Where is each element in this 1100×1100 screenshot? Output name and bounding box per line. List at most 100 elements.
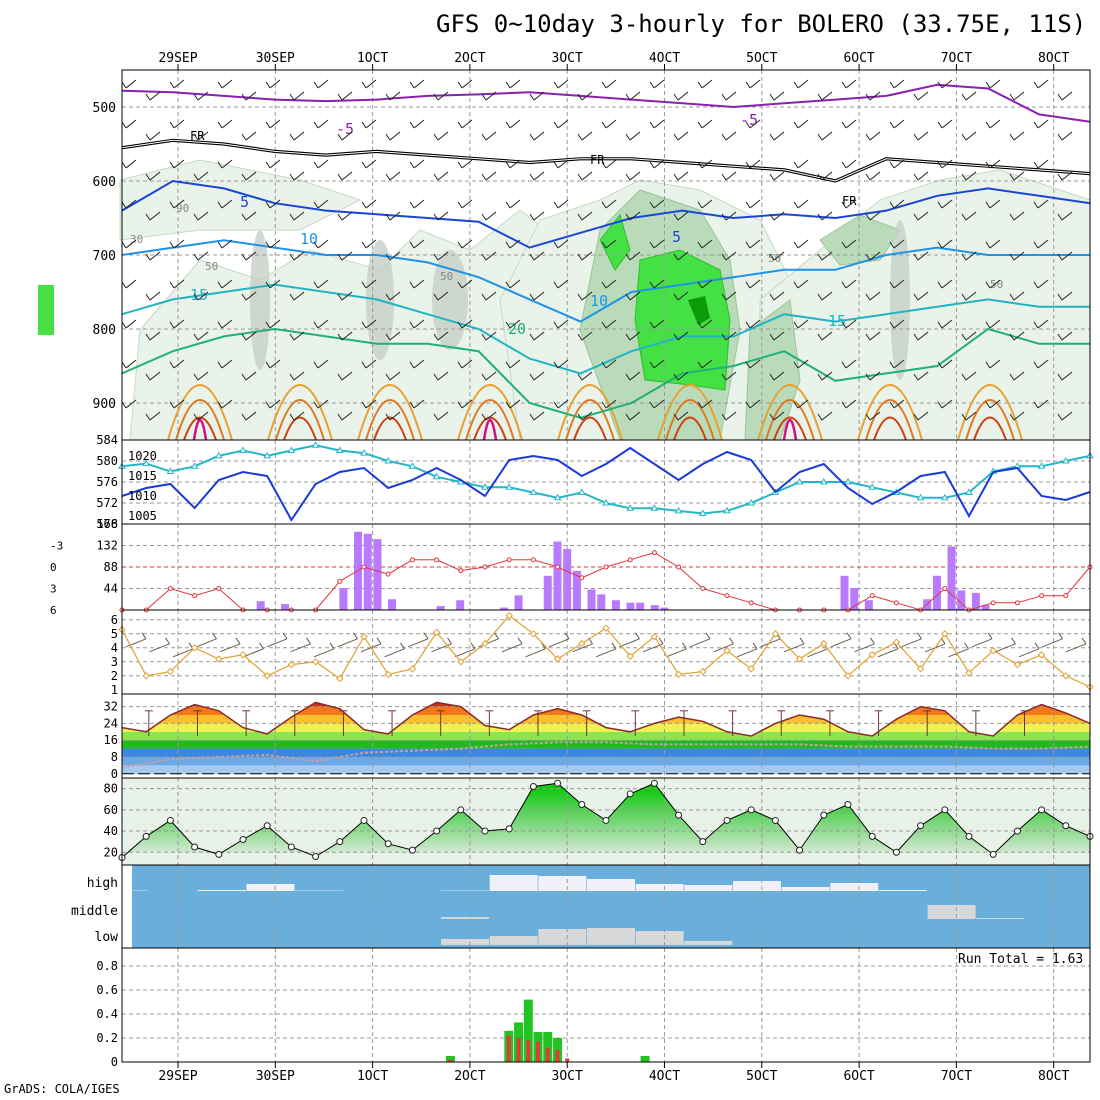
wind-barb <box>725 331 737 341</box>
wind-barb-flag <box>985 361 991 369</box>
thickness-point-marker <box>553 493 562 501</box>
cape-bar <box>660 607 669 610</box>
wind-barb-flag <box>817 413 823 421</box>
wind-barb <box>725 371 737 381</box>
wind-barb-flag <box>385 413 391 421</box>
wind-barb-flag <box>241 133 247 141</box>
wind-barb <box>869 211 881 221</box>
wind-barb-flag <box>169 81 175 89</box>
cape-bar <box>981 605 990 610</box>
wind-barb <box>581 211 593 221</box>
wind-barb-flag <box>505 241 511 249</box>
rh-point <box>650 779 658 787</box>
wind-barb-flag <box>529 413 535 421</box>
wind-barb <box>149 251 161 261</box>
wind-barb <box>965 131 977 141</box>
wind-barb-flag <box>649 281 655 289</box>
wind-barb <box>1061 291 1073 301</box>
wind-barb-flag <box>985 161 991 169</box>
wind-barb-flag <box>625 293 631 301</box>
wind-barb-flag <box>505 81 511 89</box>
wind-barb <box>125 399 137 409</box>
wind-barb <box>1037 199 1049 209</box>
cape-bar <box>339 588 348 610</box>
wind-barb-flag <box>697 121 703 129</box>
temperature-contour-line <box>121 239 1090 323</box>
wind-barb <box>384 648 405 658</box>
wind-barb <box>173 359 185 369</box>
wind-barb-flag <box>289 413 295 421</box>
wind-barb <box>245 211 257 221</box>
wind-barb-flag <box>265 161 271 169</box>
wind-barb <box>389 411 401 421</box>
wind-barb-flag <box>1057 373 1063 381</box>
rh-legend-swatch <box>38 285 54 335</box>
temp-contour-warm <box>457 384 523 441</box>
wind-barb <box>701 119 713 129</box>
rh-point <box>166 816 174 824</box>
temp-contour-warm <box>473 416 507 441</box>
wind-barb-flag <box>961 213 967 221</box>
wind-barb-flag <box>673 413 679 421</box>
wind-barb-flag <box>793 401 799 409</box>
wind-barb-flag <box>217 201 223 209</box>
wind-barb-flag <box>635 632 640 640</box>
wind-barb <box>605 199 617 209</box>
wind-barb-flag <box>121 321 127 329</box>
wind-barb <box>773 91 785 101</box>
wind-barb-flag <box>121 121 127 129</box>
wind-barb-flag <box>505 201 511 209</box>
wind-barb <box>773 251 785 261</box>
lifted-index-point <box>192 593 198 599</box>
cloud-bar-high <box>732 881 781 891</box>
wind-barb-flag <box>961 253 967 261</box>
thickness-point-marker <box>940 493 949 501</box>
wind-barb <box>245 291 257 301</box>
wind-barb-flag <box>409 121 415 129</box>
wind-speed-point <box>505 611 513 620</box>
wind-barb-flag <box>625 373 631 381</box>
wind-barb-flag <box>235 637 241 645</box>
wind-barb <box>1037 279 1049 289</box>
wind-barb <box>533 171 545 181</box>
rh-point <box>1062 822 1070 830</box>
wind-barb <box>701 199 713 209</box>
wind-barb-flag <box>457 321 463 329</box>
wind-barb-flag <box>1033 281 1039 289</box>
thickness-point-marker <box>626 504 635 511</box>
wind-barb-flag <box>721 173 727 181</box>
lifted-index-point <box>627 557 633 563</box>
wind-barb-flag <box>577 93 583 101</box>
wind-barb-flag <box>889 321 895 329</box>
wind-barb-flag <box>169 281 175 289</box>
wind-barb-flag <box>289 293 295 301</box>
wind-barb-flag <box>841 161 847 169</box>
wind-barb <box>245 371 257 381</box>
wind-barb-flag <box>865 213 871 221</box>
temp-contour-warm <box>673 416 707 441</box>
wind-barb-flag <box>145 373 151 381</box>
wind-barb-flag <box>265 361 271 369</box>
thickness-point-marker <box>384 457 393 464</box>
precip-bar-convective <box>555 1050 560 1062</box>
wind-barb <box>989 319 1001 329</box>
wind-barb-flag <box>889 121 895 129</box>
wind-barb-flag <box>721 293 727 301</box>
wind-barb-flag <box>625 253 631 261</box>
wind-barb <box>125 79 137 89</box>
rh-point <box>360 816 368 824</box>
wind-barb <box>461 199 473 209</box>
wind-barb-flag <box>1057 293 1063 301</box>
wind-barb-flag <box>541 642 546 650</box>
wind-barb <box>677 371 689 381</box>
wind-barb <box>557 119 569 129</box>
wind-barb <box>971 638 993 648</box>
wind-barb-flag <box>217 281 223 289</box>
wind-barb <box>629 411 641 421</box>
wind-barb-flag <box>289 93 295 101</box>
wind-barb-flag <box>682 642 687 650</box>
wind-barb <box>773 211 785 221</box>
wind-barb <box>1065 643 1087 653</box>
wind-speed-point <box>1037 651 1046 659</box>
wind-barb-flag <box>913 133 919 141</box>
